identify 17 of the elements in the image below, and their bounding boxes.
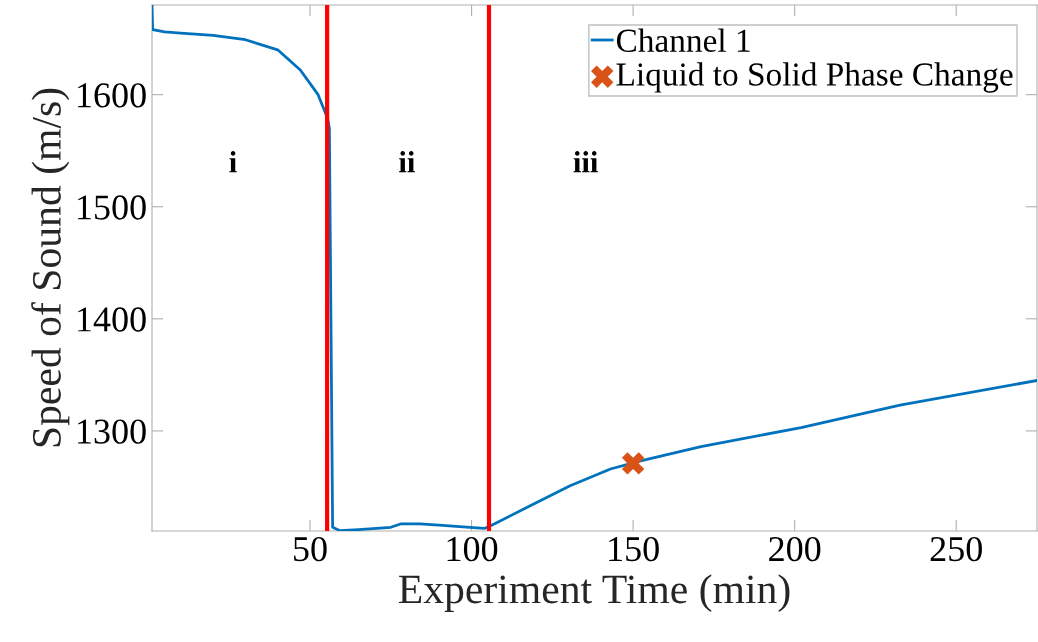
x-tick-label: 100 [447,536,498,562]
x-tick-label: 150 [609,536,659,562]
y-tick-label: 1300 [78,419,146,444]
x-axis-title: Experiment Time (min) [398,574,790,612]
legend-label: Liquid to Solid Phase Change [616,62,1013,93]
y-tick-label: 1600 [78,83,146,108]
annotation: i [229,151,237,173]
legend-label: Channel 1 [616,28,750,52]
y-tick-label: 1500 [78,195,146,220]
y-tick-label: 1400 [78,307,146,332]
y-axis-title: Speed of Sound (m/s) [31,88,70,447]
annotation: iii [573,151,598,173]
x-tick-label: 50 [294,536,327,562]
x-tick-label: 200 [769,536,821,562]
annotation: ii [399,151,415,173]
x-tick-label: 250 [930,536,982,562]
line-series [152,5,1037,531]
